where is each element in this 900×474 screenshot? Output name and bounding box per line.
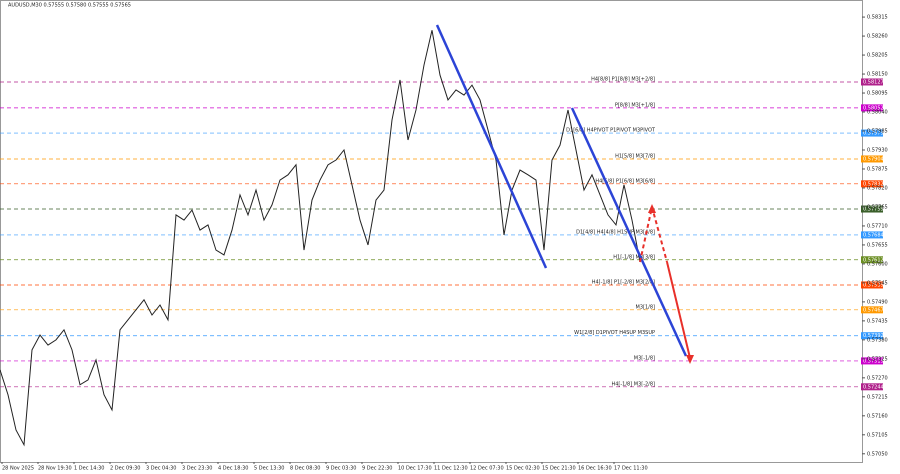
price-box — [861, 256, 883, 264]
x-tick-label: 3 Dec 04:30 — [146, 466, 176, 472]
level-label: M3[1/8] — [636, 304, 655, 310]
y-tick-label: 0.57270 — [867, 375, 888, 381]
y-tick-label: 0.57985 — [867, 129, 888, 135]
price-box — [861, 332, 883, 340]
price-box-label: 0.57684 — [863, 232, 884, 238]
price-box-label: 0.57904 — [863, 156, 884, 162]
level-label: H4[8/8] P1[8/8] M3[+2/8] — [591, 76, 655, 82]
y-tick-label: 0.57820 — [867, 185, 888, 191]
x-tick-label: 10 Dec 17:30 — [398, 466, 432, 472]
x-tick-label: 15 Dec 21:30 — [542, 466, 576, 472]
x-tick-label: 2 Dec 09:30 — [110, 466, 140, 472]
price-box — [861, 306, 883, 314]
price-box — [861, 155, 883, 163]
price-box-label: 0.57467 — [863, 307, 884, 313]
x-tick-label: 4 Dec 18:30 — [218, 466, 248, 472]
y-tick-label: 0.58260 — [867, 34, 888, 40]
x-tick-label: 16 Dec 16:30 — [578, 466, 612, 472]
y-tick-label: 0.57050 — [867, 451, 888, 457]
plot-frame — [0, 0, 863, 463]
chart-title: AUDUSD,M30 0.57555 0.57580 0.57555 0.575… — [8, 3, 131, 9]
price-box — [861, 104, 883, 112]
price-box — [861, 180, 883, 188]
price-box-label: 0.57392 — [863, 333, 884, 339]
level-label: H4[-1/8] P1[-2/8] M3[2/8] — [592, 279, 655, 285]
level-label: H1[5/8] M3[7/8] — [615, 153, 655, 159]
x-tick-label: 5 Dec 13:30 — [254, 466, 284, 472]
arrow-head — [686, 355, 694, 364]
y-tick-label: 0.57105 — [867, 432, 888, 438]
price-box-label: 0.57759 — [863, 207, 884, 213]
y-tick-label: 0.57710 — [867, 223, 888, 229]
y-tick-label: 0.58040 — [867, 110, 888, 116]
y-tick-label: 0.58150 — [867, 72, 888, 78]
price-box — [861, 231, 883, 239]
y-tick-label: 0.57325 — [867, 356, 888, 362]
annotations — [435, 24, 694, 364]
y-tick-label: 0.57765 — [867, 204, 888, 210]
y-tick-label: 0.57435 — [867, 318, 888, 324]
price-box-label: 0.58127 — [863, 79, 884, 85]
price-box — [861, 357, 883, 365]
y-tick-label: 0.58205 — [867, 53, 888, 59]
x-tick-label: 9 Dec 22:30 — [362, 466, 392, 472]
price-box — [861, 281, 883, 289]
x-tick-label: 3 Dec 23:30 — [182, 466, 212, 472]
y-tick-label: 0.57160 — [867, 413, 888, 419]
y-tick-label: 0.58315 — [867, 15, 888, 21]
y-tick-label: 0.57380 — [867, 337, 888, 343]
y-tick-label: 0.57215 — [867, 394, 888, 400]
price-box-label: 0.57612 — [863, 257, 884, 263]
y-tick-label: 0.58095 — [867, 91, 888, 97]
trend-line — [435, 24, 548, 269]
price-box — [861, 129, 883, 137]
price-box — [861, 205, 883, 213]
price-box — [861, 78, 883, 86]
price-box-label: 0.57832 — [863, 181, 884, 187]
x-tick-label: 15 Dec 02:30 — [506, 466, 540, 472]
level-label: H1[-1/8] M3[3/8] — [613, 254, 655, 260]
x-tick-label: 11 Dec 12:30 — [434, 466, 468, 472]
price-box-label: 0.57539 — [863, 282, 884, 288]
level-label: H4[-1/8] M3[-2/8] — [611, 381, 655, 387]
y-tick-label: 0.57930 — [867, 147, 888, 153]
level-label: D1[6/8] H4PIVOT P1PIVOT M3PIVOT — [566, 128, 656, 134]
price-box-label: 0.58052 — [863, 105, 884, 111]
level-label: H4[5/8] P1[6/8] M3[6/8] — [595, 178, 655, 184]
trend-line — [570, 107, 688, 357]
x-tick-label: 9 Dec 03:30 — [326, 466, 356, 472]
price-box-label: 0.57319 — [863, 358, 884, 364]
y-tick-label: 0.57490 — [867, 299, 888, 305]
level-label: M3[-1/8] — [634, 355, 655, 361]
level-label: D1[4/8] H4[4/8] H1SUP M3[4/8] — [576, 229, 655, 235]
projection-arrow — [666, 261, 691, 359]
x-tick-label: 1 Dec 14:30 — [74, 466, 104, 472]
level-label: W1[2/8] D1PIVOT H4SUP M3SUP — [574, 330, 655, 336]
y-tick-label: 0.57875 — [867, 166, 888, 172]
x-tick-label: 28 Nov 2025 — [2, 466, 34, 472]
x-tick-label: 12 Dec 07:30 — [470, 466, 504, 472]
price-box-label: 0.57244 — [863, 384, 884, 390]
price-line — [0, 30, 641, 447]
x-tick-label: 8 Dec 08:30 — [290, 466, 320, 472]
price-box-label: 0.57979 — [863, 131, 884, 137]
y-tick-label: 0.57655 — [867, 242, 888, 248]
y-tick-label: 0.57545 — [867, 280, 888, 286]
x-tick-label: 28 Nov 19:30 — [38, 466, 72, 472]
x-tick-label: 17 Dec 11:30 — [614, 466, 648, 472]
arrow-head — [648, 204, 656, 213]
y-tick-label: 0.57600 — [867, 261, 888, 267]
price-box — [861, 383, 883, 391]
level-label: P[8/8] M3[+1/8] — [615, 102, 655, 108]
